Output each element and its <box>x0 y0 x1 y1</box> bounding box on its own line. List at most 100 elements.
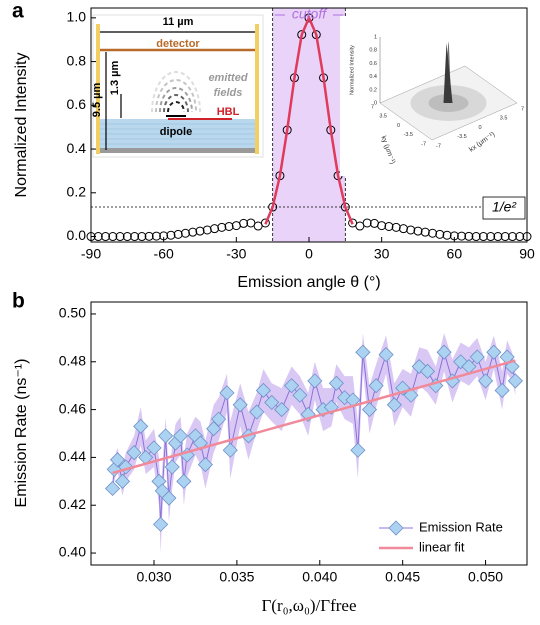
marker <box>109 452 126 468</box>
marker <box>249 404 265 420</box>
marker <box>153 516 169 532</box>
marker <box>232 397 248 413</box>
inset3d-y-tick: 7 <box>371 104 374 110</box>
inset3d-z-tick: 0.8 <box>369 48 377 54</box>
marker <box>377 221 387 231</box>
marker <box>158 428 174 444</box>
cutoff-label: cutoff <box>292 6 328 22</box>
y-tick-label: 0.42 <box>59 496 86 512</box>
inset-layers <box>100 123 255 145</box>
marker <box>391 222 401 232</box>
marker <box>130 232 140 242</box>
marker <box>457 231 467 241</box>
y-tick-label: 0.50 <box>59 305 86 321</box>
marker <box>406 225 416 235</box>
marker <box>219 385 235 401</box>
inset-wall <box>255 24 259 154</box>
marker <box>211 411 227 427</box>
inset3d-x-tick: -3.5 <box>457 134 466 140</box>
marker <box>398 224 408 234</box>
marker <box>515 232 525 242</box>
marker <box>428 228 438 238</box>
inset3d-y-tick: 3.5 <box>379 114 387 120</box>
marker <box>507 373 523 389</box>
marker <box>180 228 190 238</box>
marker <box>164 459 180 475</box>
inset3d-y-tick: 0 <box>397 123 400 129</box>
marker <box>355 344 371 360</box>
marker <box>166 230 176 240</box>
marker <box>386 397 402 413</box>
marker <box>274 402 290 418</box>
marker <box>420 227 430 237</box>
inset3d-x-tick: -7 <box>436 143 441 149</box>
marker <box>300 406 316 422</box>
marker <box>307 373 323 389</box>
inset3d-z-tick: 0.2 <box>369 87 377 93</box>
marker <box>195 226 205 236</box>
x-tick-label: 0.040 <box>302 569 337 585</box>
panel-label: a <box>12 0 24 23</box>
marker <box>172 428 189 444</box>
y-axis-label: Normalized Intensity <box>13 53 30 198</box>
marker <box>224 221 234 231</box>
y-tick-label: 0.4 <box>67 140 87 156</box>
x-axis-label: Γ(r₀,ω₀)/Γfree <box>261 596 356 615</box>
y-tick-label: 0.48 <box>59 352 86 368</box>
legend-label: Emission Rate <box>419 519 503 534</box>
cutoff-region <box>272 8 346 242</box>
marker <box>435 229 445 239</box>
marker <box>378 347 394 363</box>
marker <box>292 387 308 403</box>
marker <box>222 442 238 458</box>
marker <box>176 473 192 489</box>
data-layer <box>86 13 532 532</box>
marker <box>493 232 503 242</box>
marker <box>328 375 344 391</box>
panel-label: b <box>12 290 25 313</box>
marker <box>361 402 378 418</box>
marker <box>202 225 212 235</box>
x-tick-label: -90 <box>81 246 101 262</box>
marker <box>436 344 452 360</box>
y-tick-label: 0.2 <box>67 183 87 199</box>
marker <box>264 394 280 410</box>
marker <box>500 232 510 242</box>
inset-height: 9.5 µm <box>91 83 103 118</box>
legend-marker <box>388 520 404 536</box>
threshold-box <box>482 196 526 220</box>
x-axis-label: Emission angle θ (°) <box>237 274 380 291</box>
plot-frame <box>90 301 528 566</box>
marker <box>350 442 366 458</box>
x-tick-label: 0.035 <box>219 569 254 585</box>
marker <box>197 457 213 473</box>
marker <box>478 232 488 242</box>
inset3d-z-tick: 0.6 <box>369 61 377 67</box>
inset-detector-label: detector <box>156 38 200 50</box>
x-tick-label: -30 <box>226 246 246 262</box>
x-tick-label: 0.045 <box>385 569 420 585</box>
marker <box>384 221 394 231</box>
y-tick-label: 0.6 <box>67 96 87 112</box>
y-tick-label: 0.44 <box>59 448 86 464</box>
series-line <box>112 359 516 475</box>
marker <box>260 218 270 228</box>
marker <box>114 473 131 489</box>
x-tick-label: 0 <box>305 246 313 262</box>
marker <box>151 231 161 241</box>
y-tick-label: 0.40 <box>59 544 86 560</box>
inset3d-peak-shade <box>443 43 453 103</box>
marker <box>101 232 111 242</box>
marker <box>144 231 154 241</box>
marker <box>471 232 481 242</box>
marker <box>210 224 220 234</box>
inset3d-z-label: Normalized Intensity <box>349 45 355 95</box>
marker <box>362 218 372 228</box>
y-tick-label: 1.0 <box>67 9 87 25</box>
x-tick-label: 30 <box>374 246 390 262</box>
marker <box>133 418 149 434</box>
marker <box>161 490 177 506</box>
inset3d-x-tick: 0 <box>479 125 482 131</box>
marker <box>486 344 502 360</box>
y-tick-label: 0.8 <box>67 52 87 68</box>
